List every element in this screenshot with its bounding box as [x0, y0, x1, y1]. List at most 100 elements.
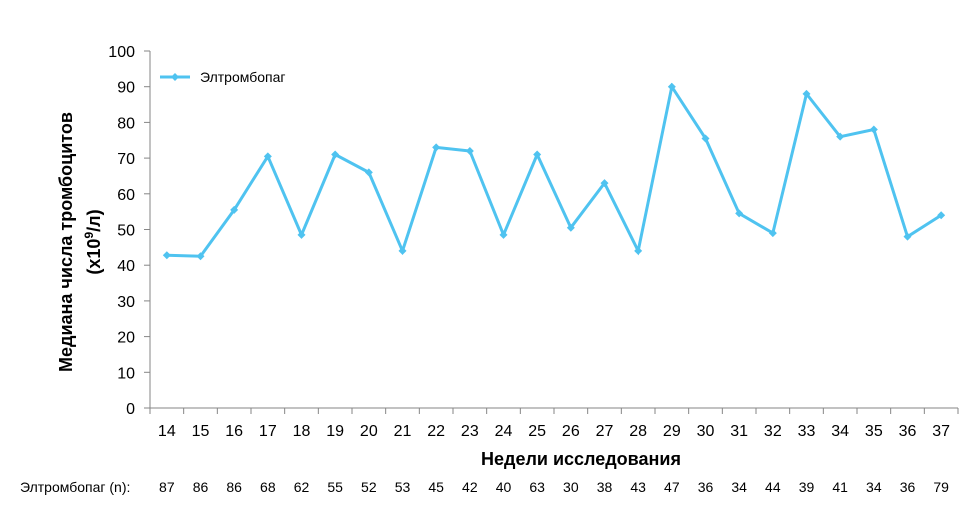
- y-tick-label: 0: [126, 401, 135, 418]
- data-point: [937, 211, 946, 220]
- x-tick-label: 23: [461, 423, 479, 440]
- data-point: [701, 134, 710, 143]
- n-row-value: 63: [529, 479, 545, 495]
- n-row-value: 45: [428, 479, 444, 495]
- x-tick-label: 34: [831, 423, 849, 440]
- legend-label: Элтромбопаг: [200, 69, 286, 85]
- n-row-value: 52: [361, 479, 377, 495]
- series-eltrombopag: [162, 82, 946, 261]
- n-row-value: 38: [597, 479, 613, 495]
- n-row-value: 34: [731, 479, 747, 495]
- y-tick-label: 10: [117, 365, 135, 382]
- x-tick-label: 16: [225, 423, 243, 440]
- data-point: [297, 230, 306, 239]
- n-row-value: 36: [698, 479, 714, 495]
- legend: Элтромбопаг: [160, 69, 286, 85]
- x-tick-label: 35: [865, 423, 883, 440]
- x-tick-label: 33: [798, 423, 816, 440]
- y-tick-label: 100: [108, 44, 135, 61]
- x-tick-label: 25: [528, 423, 546, 440]
- x-axis: 14 15 16 17 18 19 20 21 22 23 24 25 26 27 28 29 30 31 32 33…: [149, 407, 959, 440]
- data-point: [398, 246, 407, 255]
- y-axis-title-line1: Медиана числа тромбоцитов: [56, 112, 76, 372]
- y-tick-label: 20: [117, 330, 135, 347]
- x-tick-label: 21: [394, 423, 412, 440]
- data-point: [196, 252, 205, 261]
- y-tick-label: 40: [117, 258, 135, 275]
- n-row-label: Элтромбопаг (n):: [20, 479, 130, 495]
- n-row-value: 87: [159, 479, 175, 495]
- y-tick-label: 30: [117, 294, 135, 311]
- y-axis-title-prefix: (x10: [84, 239, 104, 275]
- n-row-value: 68: [260, 479, 276, 495]
- n-row-value: 41: [832, 479, 848, 495]
- data-point: [566, 223, 575, 232]
- x-tick-label: 17: [259, 423, 277, 440]
- data-point: [869, 125, 878, 134]
- n-row-value: 34: [866, 479, 882, 495]
- x-tick-label: 30: [697, 423, 715, 440]
- data-point: [364, 168, 373, 177]
- x-tick-label: 32: [764, 423, 782, 440]
- y-tick-label: 90: [117, 80, 135, 97]
- n-row-value: 42: [462, 479, 478, 495]
- x-tick-label: 14: [158, 423, 176, 440]
- x-tick-label: 26: [562, 423, 580, 440]
- n-row-value: 86: [226, 479, 242, 495]
- y-axis: 0 10 20 30 40 50 60 70 80 90 100: [108, 44, 151, 418]
- n-row-value: 36: [900, 479, 916, 495]
- data-point: [735, 209, 744, 218]
- x-tick-label: 28: [629, 423, 647, 440]
- y-tick-label: 60: [117, 187, 135, 204]
- data-point: [836, 132, 845, 141]
- x-tick-label: 36: [899, 423, 917, 440]
- n-row-value: 62: [294, 479, 310, 495]
- data-point: [802, 89, 811, 98]
- y-axis-title-superscript: 9: [82, 232, 96, 239]
- n-row-value: 47: [664, 479, 680, 495]
- series-line: [166, 82, 942, 258]
- data-point: [903, 232, 912, 241]
- n-row-value: 39: [799, 479, 815, 495]
- x-tick-label: 31: [730, 423, 748, 440]
- x-tick-label: 20: [360, 423, 378, 440]
- legend-marker: [171, 73, 179, 81]
- n-row-value: 86: [193, 479, 209, 495]
- n-row-value: 55: [327, 479, 343, 495]
- data-point: [499, 230, 508, 239]
- data-point: [432, 143, 441, 152]
- data-point: [263, 152, 272, 161]
- x-tick-label: 37: [932, 423, 950, 440]
- x-tick-label: 19: [326, 423, 344, 440]
- x-tick-label: 22: [427, 423, 445, 440]
- data-point: [600, 179, 609, 188]
- n-row-value: 79: [933, 479, 949, 495]
- n-row-value: 44: [765, 479, 781, 495]
- y-axis-title-suffix: /л): [84, 209, 104, 231]
- data-point: [230, 205, 239, 214]
- n-row-value: 53: [395, 479, 411, 495]
- y-tick-label: 80: [117, 115, 135, 132]
- data-point: [634, 246, 643, 255]
- x-tick-label: 29: [663, 423, 681, 440]
- data-point: [533, 150, 542, 159]
- data-point: [667, 82, 676, 91]
- n-row: Элтромбопаг (n): 87 86 86 68 62 55 52 53 45 42 40 6…: [20, 479, 949, 495]
- data-point: [331, 150, 340, 159]
- y-tick-label: 70: [117, 151, 135, 168]
- x-tick-label: 15: [192, 423, 210, 440]
- data-point: [768, 229, 777, 238]
- data-point: [162, 251, 171, 260]
- n-row-value: 43: [630, 479, 646, 495]
- x-tick-label: 27: [596, 423, 614, 440]
- data-point: [465, 146, 474, 155]
- n-row-value: 40: [496, 479, 512, 495]
- n-row-value: 30: [563, 479, 579, 495]
- y-axis-title-line2: (x109/л): [82, 209, 104, 274]
- x-axis-title: Недели исследования: [481, 449, 681, 469]
- y-tick-label: 50: [117, 223, 135, 240]
- y-axis-title: Медиана числа тромбоцитов (x109/л): [56, 112, 104, 372]
- x-tick-label: 18: [293, 423, 311, 440]
- x-tick-label: 24: [495, 423, 513, 440]
